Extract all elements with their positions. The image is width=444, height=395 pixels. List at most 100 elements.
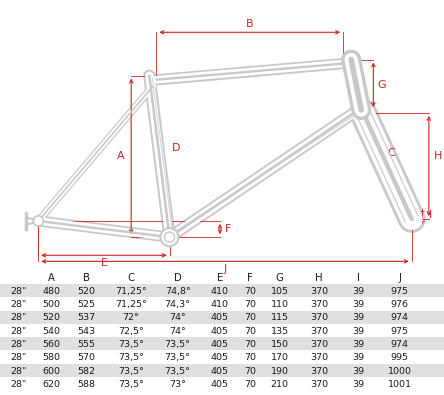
Text: 28": 28" (11, 340, 27, 349)
Text: J: J (223, 264, 226, 275)
Circle shape (160, 228, 178, 246)
Text: 71,25°: 71,25° (115, 287, 147, 296)
Text: H: H (315, 273, 323, 283)
Text: 480: 480 (42, 287, 60, 296)
Text: F: F (225, 224, 231, 234)
Bar (0, 337, 444, 350)
Text: 975: 975 (391, 287, 408, 296)
Text: 39: 39 (353, 380, 365, 389)
Text: 110: 110 (271, 300, 289, 309)
Text: 39: 39 (353, 313, 365, 322)
Text: 570: 570 (78, 353, 95, 362)
Text: 170: 170 (271, 353, 289, 362)
Text: B: B (246, 19, 254, 29)
Text: J: J (398, 273, 401, 283)
Text: 70: 70 (244, 380, 256, 389)
Text: 70: 70 (244, 287, 256, 296)
Text: 73,5°: 73,5° (118, 380, 144, 389)
Text: 974: 974 (391, 313, 408, 322)
Text: 70: 70 (244, 300, 256, 309)
Circle shape (33, 216, 44, 226)
Text: 520: 520 (78, 287, 95, 296)
Text: 210: 210 (271, 380, 289, 389)
Text: 1001: 1001 (388, 380, 412, 389)
Text: 405: 405 (211, 340, 229, 349)
Text: 370: 370 (310, 287, 328, 296)
Text: 73,5°: 73,5° (165, 353, 190, 362)
Text: G: G (276, 273, 284, 283)
Text: 405: 405 (211, 353, 229, 362)
Text: G: G (377, 80, 386, 90)
Text: 73,5°: 73,5° (118, 340, 144, 349)
Text: 580: 580 (42, 353, 60, 362)
Text: 995: 995 (391, 353, 408, 362)
Text: 370: 370 (310, 353, 328, 362)
Text: 410: 410 (211, 287, 229, 296)
Text: 560: 560 (42, 340, 60, 349)
Text: 370: 370 (310, 327, 328, 336)
Text: 405: 405 (211, 380, 229, 389)
Bar (0, 310, 444, 324)
Text: D: D (174, 273, 182, 283)
Bar (0, 364, 444, 377)
Text: 39: 39 (353, 353, 365, 362)
Text: 70: 70 (244, 353, 256, 362)
Text: 28": 28" (11, 367, 27, 376)
Text: A: A (48, 273, 55, 283)
Text: F: F (247, 273, 253, 283)
Text: 600: 600 (42, 367, 60, 376)
Text: 73,5°: 73,5° (118, 367, 144, 376)
Text: 105: 105 (271, 287, 289, 296)
Text: 28": 28" (11, 380, 27, 389)
Text: 370: 370 (310, 313, 328, 322)
Text: 28": 28" (11, 300, 27, 309)
Text: 28": 28" (11, 313, 27, 322)
Circle shape (164, 232, 174, 242)
Text: 974: 974 (391, 340, 408, 349)
Text: 525: 525 (78, 300, 95, 309)
Text: 71,25°: 71,25° (115, 300, 147, 309)
Text: 410: 410 (211, 300, 229, 309)
Text: H: H (434, 151, 442, 161)
Text: 370: 370 (310, 367, 328, 376)
Text: 73,5°: 73,5° (118, 353, 144, 362)
Text: 405: 405 (211, 327, 229, 336)
Text: A: A (117, 151, 125, 162)
Text: C: C (388, 149, 396, 158)
Text: 73,5°: 73,5° (165, 367, 190, 376)
Text: 588: 588 (78, 380, 95, 389)
Text: 500: 500 (42, 300, 60, 309)
Text: 73°: 73° (169, 380, 186, 389)
Text: 39: 39 (353, 287, 365, 296)
Text: D: D (172, 143, 181, 153)
Text: 150: 150 (271, 340, 289, 349)
Text: 370: 370 (310, 340, 328, 349)
Text: 72°: 72° (123, 313, 139, 322)
Text: 70: 70 (244, 313, 256, 322)
Text: 74°: 74° (169, 313, 186, 322)
Text: E: E (217, 273, 223, 283)
Text: 39: 39 (353, 340, 365, 349)
Text: 1000: 1000 (388, 367, 412, 376)
Text: 405: 405 (211, 367, 229, 376)
Text: 74°: 74° (169, 327, 186, 336)
Text: I: I (357, 273, 360, 283)
Text: 28": 28" (11, 287, 27, 296)
Text: 73,5°: 73,5° (165, 340, 190, 349)
Text: 540: 540 (42, 327, 60, 336)
Text: 405: 405 (211, 313, 229, 322)
Text: 135: 135 (271, 327, 289, 336)
Text: 74,8°: 74,8° (165, 287, 190, 296)
Text: 976: 976 (391, 300, 408, 309)
Text: 620: 620 (42, 380, 60, 389)
Text: B: B (83, 273, 90, 283)
Text: 543: 543 (78, 327, 95, 336)
Text: 72,5°: 72,5° (118, 327, 144, 336)
Text: 39: 39 (353, 327, 365, 336)
Text: 39: 39 (353, 367, 365, 376)
Text: 28": 28" (11, 353, 27, 362)
Text: 74,3°: 74,3° (165, 300, 190, 309)
Text: C: C (127, 273, 135, 283)
Text: E: E (100, 258, 107, 268)
Text: 520: 520 (42, 313, 60, 322)
